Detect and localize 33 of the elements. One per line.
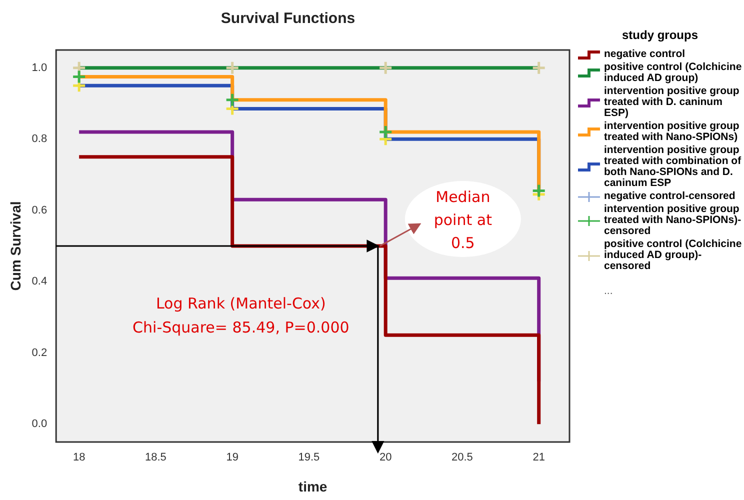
point bbox=[378, 60, 393, 76]
y-tick-label: 0.6 bbox=[32, 204, 48, 216]
y-axis-title: Cum Survival bbox=[7, 201, 24, 291]
point bbox=[378, 124, 393, 140]
x-axis-title: time bbox=[298, 478, 328, 494]
x-tick-label: 21 bbox=[532, 452, 545, 464]
annotation: Log Rank (Mantel-Cox) Chi-Square= 85.49, P=0.000 bbox=[132, 294, 350, 337]
x-tick-label: 20 bbox=[379, 452, 392, 464]
y-tick-label: 0.0 bbox=[32, 418, 48, 430]
legend-title: study groups bbox=[620, 28, 699, 42]
point bbox=[532, 60, 546, 76]
point bbox=[225, 60, 240, 76]
annotation: Median point at 0.5 bbox=[434, 188, 492, 252]
legend-label: intervention positive group treated with D. caninum ESP) bbox=[604, 85, 740, 119]
x-tick-label: 18 bbox=[72, 452, 86, 464]
point bbox=[532, 184, 546, 198]
x-tick-label: 20.5 bbox=[452, 452, 473, 464]
legend-label: negative control-censored bbox=[604, 190, 736, 202]
y-tick-label: 0.2 bbox=[32, 346, 48, 359]
x-tick-label: 19.5 bbox=[298, 452, 320, 464]
y-tick-label: 0.4 bbox=[32, 276, 48, 288]
y-tick-label: 1.0 bbox=[32, 62, 48, 74]
legend-label: negative control bbox=[604, 48, 686, 60]
legend-label: intervention positive group treated with Nano-SPIONs) bbox=[604, 120, 740, 143]
point bbox=[225, 92, 240, 108]
chart-title: Survival Functions bbox=[220, 10, 356, 28]
point bbox=[72, 69, 86, 84]
x-tick-label: 19 bbox=[226, 452, 238, 464]
text: ... bbox=[603, 285, 614, 297]
legend-label: positive control (Colchicine induced AD group)-censored bbox=[604, 238, 742, 272]
x-tick-label: 18.5 bbox=[144, 452, 166, 464]
legend-label: positive control (Colchicine induced AD group) bbox=[604, 61, 742, 84]
y-tick-label: 0.8 bbox=[32, 133, 48, 146]
